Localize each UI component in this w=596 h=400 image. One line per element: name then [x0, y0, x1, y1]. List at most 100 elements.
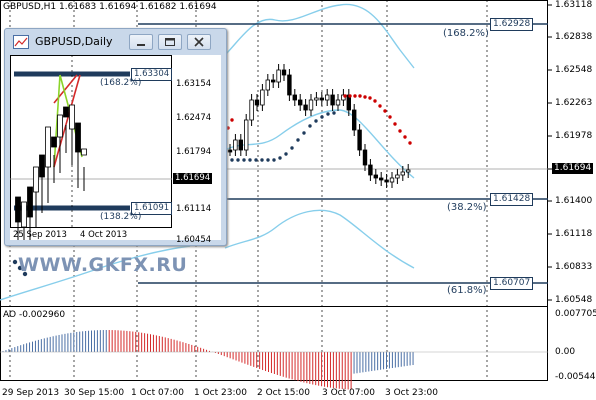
- candle-body: [389, 177, 395, 183]
- sar-dot: [332, 111, 336, 115]
- sar-dot: [408, 141, 412, 145]
- candle-body: [233, 139, 238, 151]
- daily-plot-area[interactable]: 1.63304 1.61091 (168.2%) (138.2%) 1.6315…: [10, 55, 221, 245]
- ohlc-close: 1.61694: [179, 2, 217, 12]
- sar-dot: [308, 124, 312, 128]
- time-axis-label: 1 Oct 23:00: [194, 388, 247, 398]
- sar-dot: [343, 94, 347, 98]
- fib-label: (168.2%): [443, 28, 489, 39]
- daily-candle-body: [39, 154, 45, 178]
- candle-body: [303, 104, 308, 111]
- candle-body: [227, 149, 233, 153]
- price-axis-label: 1.62263: [555, 98, 593, 108]
- sar-dot: [242, 158, 246, 162]
- current-price-tag: 1.61694: [552, 163, 594, 174]
- sar-dot: [226, 126, 230, 130]
- candle-body: [351, 109, 357, 131]
- sar-dot: [393, 122, 397, 126]
- sar-dot: [248, 158, 252, 162]
- daily-level-tag[interactable]: 1.63304: [131, 68, 173, 81]
- sar-dot: [17, 265, 23, 271]
- time-axis-label: 29 Sep 2013: [2, 388, 60, 398]
- sar-dot: [398, 129, 402, 133]
- price-axis-ticks: [548, 4, 552, 301]
- minimize-icon: [137, 44, 145, 46]
- candle-body: [330, 94, 335, 106]
- candle-body: [297, 99, 303, 106]
- time-axis-label: 30 Sep 15:00: [64, 388, 125, 398]
- daily-candle-body: [57, 114, 63, 138]
- daily-candle-body: [51, 136, 57, 148]
- sar-dot: [260, 158, 264, 162]
- sar-dot: [236, 158, 240, 162]
- sar-dot: [326, 112, 330, 116]
- ohlc-open: 1.61683: [59, 2, 97, 12]
- candle-body: [405, 169, 411, 173]
- sar-dot: [254, 158, 258, 162]
- sar-dot: [266, 158, 270, 162]
- sar-dot: [383, 109, 387, 113]
- ao-axis-label: 0.007705: [555, 309, 596, 319]
- sar-dot: [314, 119, 318, 123]
- bollinger-bands: [0, 3, 415, 301]
- sar-dot: [368, 96, 372, 100]
- candle-body: [238, 139, 243, 151]
- daily-candle-body: [75, 122, 81, 153]
- sar-dot: [278, 156, 282, 160]
- restore-icon: [165, 38, 175, 46]
- close-button[interactable]: [187, 34, 211, 50]
- sar-dot: [302, 131, 306, 135]
- daily-candle-body: [63, 106, 69, 118]
- price-axis-label: 1.62548: [555, 65, 593, 75]
- daily-candle-body: [69, 104, 75, 130]
- time-axis-label: 2 Oct 15:00: [257, 388, 310, 398]
- price-axis-label: 1.61978: [555, 131, 593, 141]
- daily-candle-body: [81, 148, 87, 156]
- plot-border: [0, 0, 548, 381]
- candle-body: [384, 179, 389, 183]
- daily-time-label: 4 Oct 2013: [80, 230, 128, 240]
- candle-body: [254, 99, 260, 106]
- minimize-button[interactable]: [129, 34, 153, 50]
- candle-body: [324, 94, 330, 101]
- sar-dot: [12, 259, 18, 265]
- time-axis-label: 3 Oct 23:00: [385, 388, 438, 398]
- sar-dot: [230, 158, 234, 162]
- candle-body: [395, 174, 400, 179]
- candle-body: [400, 171, 405, 176]
- level-tag[interactable]: 1.61428: [490, 193, 534, 206]
- daily-current-price-tag: 1.61694: [173, 173, 213, 184]
- candle-body: [368, 164, 373, 176]
- candle-body: [378, 177, 384, 181]
- daily-chart-window[interactable]: GBPUSD,Daily 1.63304: [4, 28, 227, 246]
- sar-dot: [320, 115, 324, 119]
- candle-body: [265, 79, 270, 91]
- daily-level-tag[interactable]: 1.61091: [131, 202, 173, 215]
- candle-body: [281, 69, 287, 76]
- daily-price-label: 1.62474: [176, 113, 212, 123]
- ao-axis-label: -0.005448: [555, 372, 596, 382]
- time-axis-label: 3 Oct 07:00: [322, 388, 375, 398]
- candle-body: [373, 174, 378, 179]
- price-candles: [227, 64, 411, 188]
- level-tag[interactable]: 1.60707: [490, 277, 534, 290]
- daily-chart: [10, 55, 172, 240]
- price-axis-label: 1.61118: [555, 229, 593, 239]
- fib-label: (61.8%): [447, 285, 487, 296]
- time-axis-label: 1 Oct 07:00: [131, 388, 184, 398]
- level-tag[interactable]: 1.62928: [490, 18, 534, 31]
- chart-header: GBPUSD,H1 1.61683 1.61694 1.61682 1.6169…: [3, 2, 217, 12]
- sar-dot: [290, 146, 294, 150]
- sar-dot: [348, 94, 352, 98]
- daily-time-label: 25 Sep 2013: [13, 230, 67, 240]
- restore-button[interactable]: [158, 34, 182, 50]
- daily-price-label: 1.61114: [176, 204, 212, 214]
- sar-dot: [403, 135, 407, 139]
- daily-fib-label: (138.2%): [100, 212, 142, 222]
- candle-body: [357, 129, 362, 151]
- daily-fib-label: (168.2%): [100, 78, 142, 88]
- sar-dot: [230, 118, 234, 122]
- window-title: GBPUSD,Daily: [35, 35, 113, 48]
- watermark: WWW.GKFX.RU: [18, 254, 188, 276]
- parabolic-sar: [12, 94, 412, 277]
